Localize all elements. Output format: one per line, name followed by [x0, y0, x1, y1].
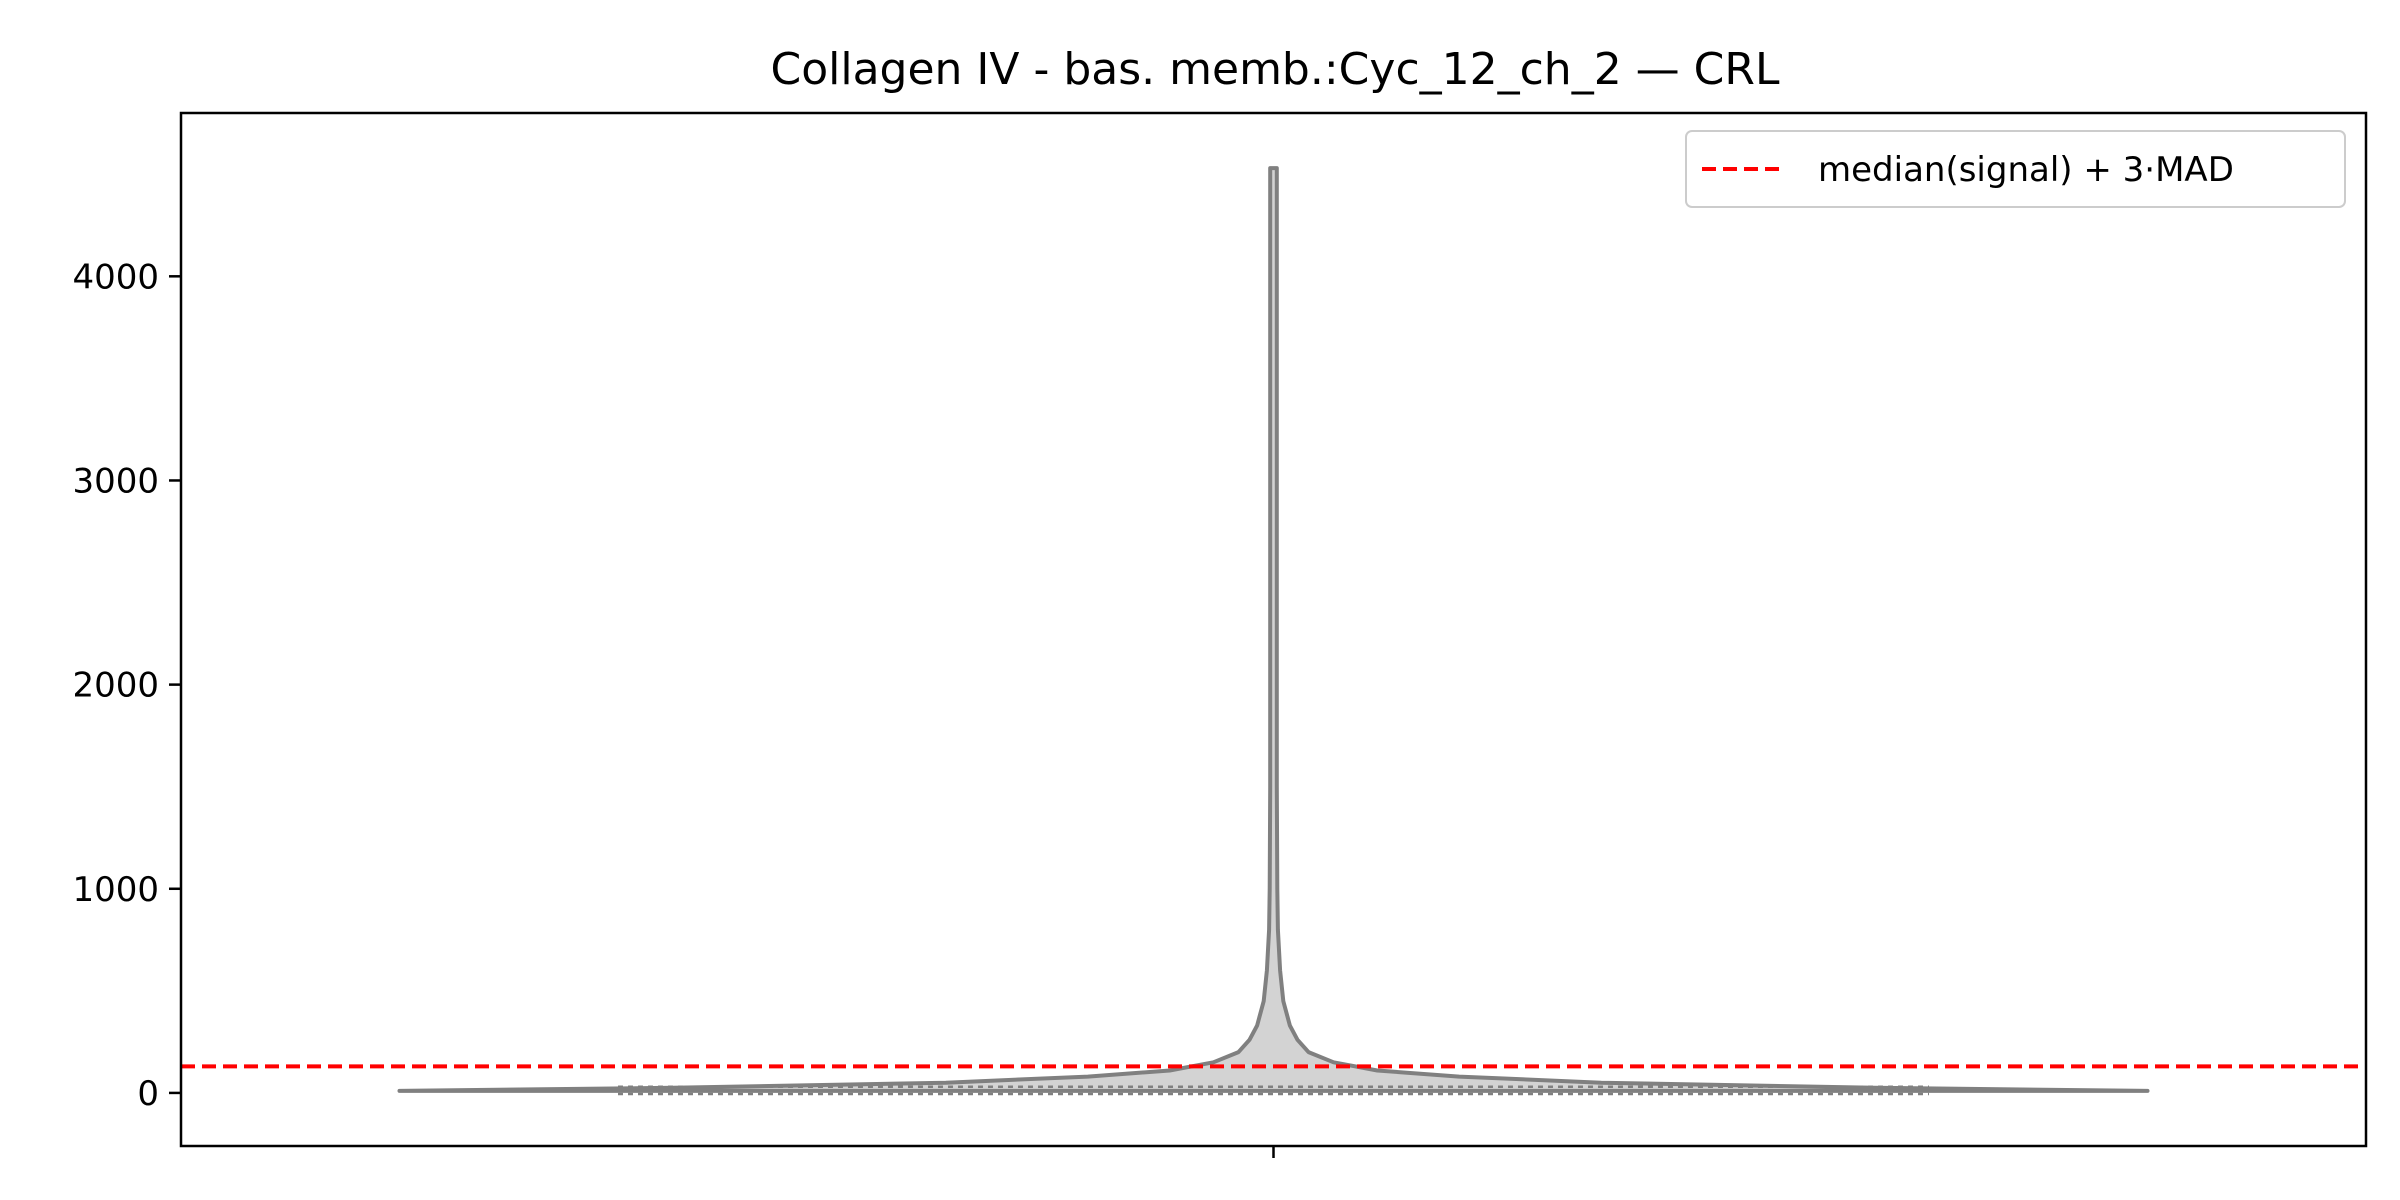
plot-area: [181, 166, 2366, 1096]
y-tick-label: 4000: [72, 257, 159, 297]
legend-box: [1685, 130, 2346, 208]
chart-title: Collagen IV - bas. memb.:Cyc_12_ch_2 — C…: [771, 44, 1780, 95]
y-tick-label: 0: [137, 1074, 159, 1114]
y-tick-label: 3000: [72, 461, 159, 501]
y-tick-label: 2000: [72, 666, 159, 706]
legend-threshold-label: median(signal) + 3·MAD: [1818, 150, 2234, 190]
violin-body: [397, 166, 2150, 1093]
axes: 0 1000 2000 3000 4000: [72, 111, 2368, 1158]
y-tick-label: 1000: [72, 870, 159, 910]
legend: median(signal) + 3·MAD: [1685, 130, 2346, 208]
